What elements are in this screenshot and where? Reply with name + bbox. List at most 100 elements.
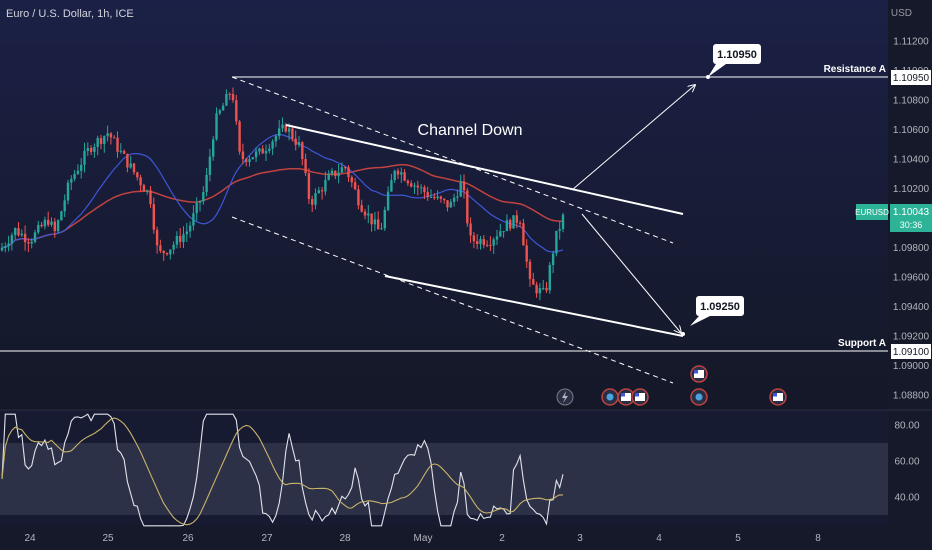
candle-body	[10, 235, 14, 244]
rsi-tick-label: 40.00	[894, 493, 919, 504]
rsi-tick-label: 60.00	[894, 457, 919, 468]
channel-dashed-bottom[interactable]	[231, 216, 674, 384]
candle-body	[30, 241, 33, 244]
candle-body	[116, 137, 119, 152]
rsi-tick-label: 80.00	[894, 421, 919, 432]
rsi-moving-average	[1, 417, 564, 526]
last-price-badge[interactable]: EURUSD 1.10043 30:36	[855, 204, 932, 232]
candle-body	[502, 231, 505, 233]
candle-body	[324, 179, 327, 192]
candle-body	[198, 201, 202, 203]
calendar-event-icon-2[interactable]	[690, 388, 708, 406]
time-tick-label: 3	[577, 533, 583, 544]
target-low-text: 1.09250	[700, 301, 740, 313]
arrow-down[interactable]	[581, 213, 681, 333]
candle-body	[558, 229, 561, 231]
candle-body	[452, 197, 456, 202]
candle-body	[99, 138, 103, 145]
candle-body	[518, 222, 522, 224]
candle-body	[80, 164, 83, 171]
candle-body	[274, 136, 278, 142]
fast-moving-average	[1, 133, 564, 253]
candle-body	[311, 199, 314, 205]
candle-body	[449, 201, 452, 208]
candle-body	[416, 185, 419, 188]
candle-body	[103, 136, 106, 145]
candle-body	[509, 220, 512, 229]
candle-body	[545, 287, 548, 291]
price-tick-label: 1.10600	[893, 125, 930, 136]
candle-body	[228, 93, 231, 95]
candle-body	[245, 159, 248, 163]
candle-body	[370, 213, 373, 225]
candle-body	[479, 239, 482, 245]
candle-body	[542, 287, 545, 289]
channel-upper-line[interactable]	[285, 124, 684, 215]
candle-body	[304, 159, 307, 174]
candle-body	[337, 172, 340, 177]
symbol-badge-text: EURUSD	[855, 208, 889, 217]
candle-body	[89, 148, 93, 152]
target-high-callout[interactable]: 1.10950	[708, 44, 761, 77]
candle-body	[139, 177, 142, 186]
candle-body	[93, 146, 96, 152]
candle-body	[495, 236, 499, 240]
candle-body	[291, 128, 294, 139]
candle-body	[182, 234, 185, 242]
candle-body	[551, 253, 555, 265]
arrow-up[interactable]	[571, 85, 695, 191]
candle-body	[83, 151, 86, 165]
candle-body	[307, 173, 311, 200]
price-pane[interactable]	[0, 0, 888, 410]
candle-body	[301, 142, 304, 160]
candle-body	[238, 121, 241, 152]
candle-body	[264, 151, 268, 154]
us-flag-event-icon-4[interactable]	[769, 388, 787, 406]
target-low-callout[interactable]: 1.09250	[690, 296, 744, 326]
candle-body	[195, 202, 198, 214]
rsi-band	[0, 443, 888, 515]
candle-body	[433, 196, 436, 199]
us-flag-event-icon-2[interactable]	[631, 388, 649, 406]
candle-body	[317, 190, 320, 194]
candle-body	[429, 196, 433, 198]
candle-body	[106, 133, 109, 137]
price-axis[interactable]	[888, 0, 932, 525]
time-tick-label: 5	[735, 533, 741, 544]
calendar-event-icon[interactable]	[601, 388, 619, 406]
candle-body	[380, 228, 383, 230]
us-flag-event-icon-3[interactable]	[690, 365, 708, 383]
candle-body	[499, 231, 502, 237]
candle-body	[334, 170, 337, 177]
candle-body	[73, 173, 76, 179]
candle-body	[254, 151, 258, 158]
candle-body	[165, 253, 169, 255]
candle-body	[353, 182, 357, 190]
candle-body	[406, 180, 410, 184]
candle-body	[472, 235, 476, 242]
candle-body	[271, 141, 274, 149]
candle-body	[485, 244, 489, 246]
price-tick-label: 1.09800	[893, 243, 930, 254]
candle-body	[113, 137, 116, 139]
channel-dashed-top[interactable]	[231, 76, 674, 244]
support-value: 1.09100	[893, 347, 930, 358]
channel-lower-line[interactable]	[384, 275, 684, 337]
candle-body	[63, 200, 66, 212]
candle-body	[340, 167, 344, 173]
candle-body	[476, 241, 479, 245]
candle-body	[37, 224, 40, 233]
time-axis[interactable]	[0, 525, 932, 550]
candle-body	[512, 215, 515, 229]
resistance-badge: 1.10950	[891, 70, 931, 85]
candle-body	[390, 180, 393, 192]
symbol-title[interactable]: Euro / U.S. Dollar, 1h, ICE	[6, 8, 134, 20]
lightning-event-icon[interactable]	[556, 388, 574, 406]
candle-body	[278, 128, 281, 137]
candle-body	[281, 124, 284, 129]
candle-body	[17, 228, 20, 236]
candle-body	[23, 233, 27, 243]
candle-body	[439, 196, 443, 199]
candle-body	[555, 230, 558, 254]
